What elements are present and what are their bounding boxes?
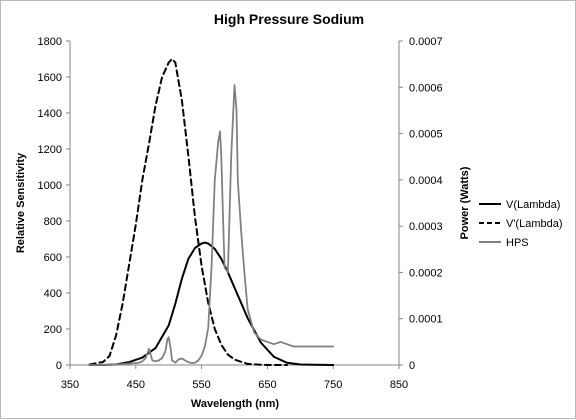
x-axis-label: Wavelength (nm) [191, 398, 280, 410]
y-tick-label: 1000 [38, 180, 62, 192]
y-tick-label: 800 [44, 216, 62, 228]
y2-tick-label: 0 [409, 360, 415, 372]
y2-tick-label: 0.0004 [409, 175, 443, 187]
legend-label-3: HPS [506, 237, 529, 249]
y2-tick-label: 0.0002 [409, 267, 443, 279]
x-tick-label: 650 [258, 379, 276, 391]
y-tick-label: 1800 [38, 36, 62, 48]
y2-tick-label: 0.0001 [409, 314, 443, 326]
y-tick-label: 400 [44, 288, 62, 300]
x-tick-label: 550 [192, 379, 210, 391]
series-line-2 [88, 58, 289, 366]
y-tick-label: 1400 [38, 108, 62, 120]
series-line-1 [88, 241, 335, 366]
y-tick-label: 600 [44, 252, 62, 264]
y2-axis-label: Power (Watts) [459, 166, 471, 239]
y-tick-label: 200 [44, 324, 62, 336]
y-tick-label: 1200 [38, 144, 62, 156]
y-tick-label: 0 [56, 360, 62, 372]
y2-tick-label: 0.0007 [409, 36, 443, 48]
y2-tick-label: 0.0003 [409, 221, 443, 233]
y-tick-label: 1600 [38, 72, 62, 84]
y-axis-label: Relative Sensitivity [15, 152, 27, 253]
chart-title: High Pressure Sodium [214, 11, 364, 27]
y2-tick-label: 0.0005 [409, 129, 443, 141]
x-tick-label: 350 [61, 379, 79, 391]
series-line-3 [88, 84, 335, 366]
legend-label-2: V'(Lambda) [506, 218, 563, 230]
legend-label-1: V(Lambda) [506, 199, 560, 211]
x-tick-label: 450 [127, 379, 145, 391]
x-tick-label: 850 [390, 379, 408, 391]
y2-tick-label: 0.0006 [409, 82, 443, 94]
x-tick-label: 750 [324, 379, 342, 391]
